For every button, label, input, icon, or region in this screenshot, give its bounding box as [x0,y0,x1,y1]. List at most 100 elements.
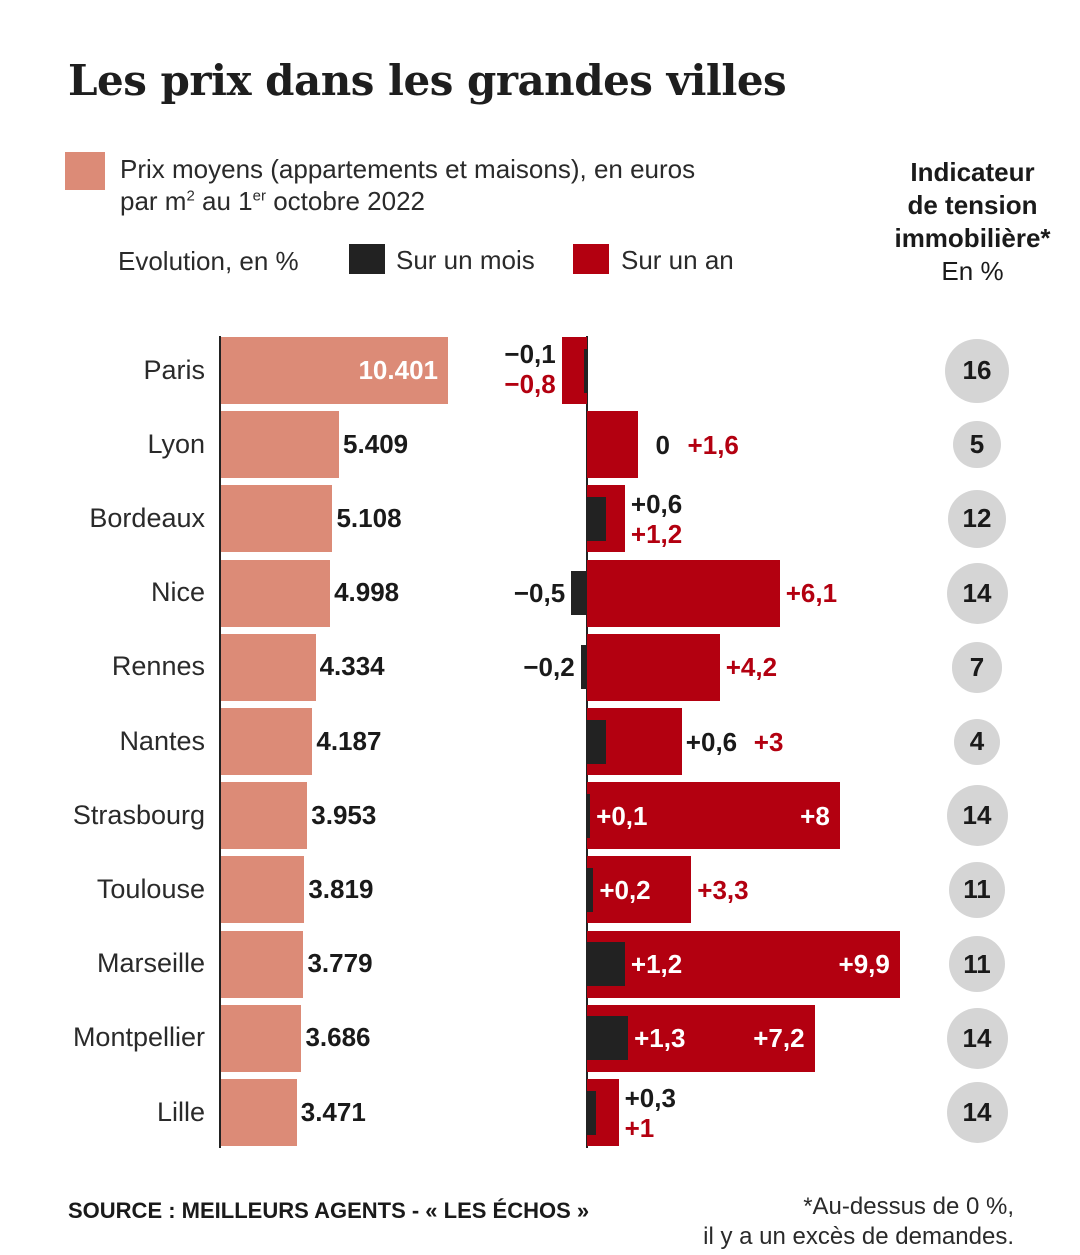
year-bar-toulouse [587,856,692,924]
chart-area: Paris 10.401 −0,1 −0,8 16 Lyon 5.409 0 +1,6 5 Bord… [72,336,1009,1148]
tension-circle-bordeaux: 12 [948,489,1006,548]
month-bar-strasbourg [587,793,591,838]
price-bar-montpellier [221,1004,302,1072]
city-label-montpellier: Montpellier [72,1022,205,1053]
price-axis-line [219,336,221,1148]
evolution-legend-label: Evolution, en % [118,246,299,276]
city-label-rennes: Rennes [111,651,205,682]
year-label-lille: +1 [624,1112,655,1143]
tension-circle-montpellier: 14 [946,1007,1008,1069]
month-label-bordeaux: +0,6 [630,488,683,519]
indicator-title-line2: de tension [907,190,1038,220]
price-bar-nice [221,559,331,627]
indicator-title-line1: Indicateur [910,157,1035,187]
price-label-nice: 4.998 [334,577,400,608]
price-label-nantes: 4.187 [316,725,382,756]
city-label-paris: Paris [143,354,205,385]
city-label-nice: Nice [150,577,205,608]
tension-circle-lyon: 5 [953,420,1001,469]
month-bar-nice [571,571,587,616]
year-label-strasbourg: +8 [800,800,830,831]
price-label-lille: 3.471 [300,1096,366,1127]
month-label-nice: −0,5 [513,578,566,609]
month-legend-swatch [349,244,385,274]
price-label-lyon: 5.409 [343,428,409,459]
price-label-bordeaux: 5.108 [336,502,402,533]
tension-circle-nantes: 4 [954,718,1000,765]
chart-title: Les prix dans les grandes villes [68,56,787,105]
month-label-paris: −0,1 [504,338,556,369]
month-label-marseille: +1,2 [630,949,683,980]
year-bar-strasbourg [587,782,840,850]
month-bar-rennes [580,645,587,690]
year-label-lyon: +1,6 [687,429,739,460]
month-bar-montpellier [587,1016,629,1061]
price-bar-marseille [221,930,304,998]
month-bar-toulouse [587,867,594,912]
price-label-paris: 10.401 [358,354,438,385]
month-label-strasbourg: +0,1 [596,800,648,831]
year-label-rennes: +4,2 [725,652,778,683]
price-bar-rennes [221,633,316,701]
year-bar-paris [561,337,587,404]
price-bar-toulouse [221,856,305,924]
price-legend-line1: Prix moyens (appartements et maisons), e… [120,154,696,184]
city-label-toulouse: Toulouse [96,873,205,904]
year-legend-swatch [573,244,609,274]
year-label-paris: −0,8 [504,368,556,399]
price-legend-swatch [65,152,105,190]
city-label-lille: Lille [156,1096,205,1127]
city-label-strasbourg: Strasbourg [72,799,205,830]
price-label-strasbourg: 3.953 [311,799,377,830]
month-label-rennes: −0,2 [523,652,575,683]
indicator-title-line3: immobilière* [894,223,1051,253]
footnote: *Au-dessus de 0 %, il y a un excès de de… [703,1192,1014,1252]
footnote-line2: il y a un excès de demandes. [703,1223,1014,1250]
year-bar-marseille [587,930,900,998]
month-label-lille: +0,3 [624,1082,676,1113]
year-label-bordeaux: +1,2 [630,518,683,549]
year-bar-lyon [587,411,638,479]
year-label-montpellier: +7,2 [753,1023,805,1054]
city-label-lyon: Lyon [147,428,205,459]
tension-circle-rennes: 7 [951,642,1003,693]
price-label-rennes: 4.334 [319,651,385,682]
indicator-header: Indicateur de tension immobilière* En % [870,156,1075,288]
price-bar-strasbourg [221,782,308,850]
city-label-bordeaux: Bordeaux [89,502,205,533]
month-bar-paris [583,348,587,393]
price-label-toulouse: 3.819 [308,873,374,904]
tension-circle-strasbourg: 14 [946,785,1008,847]
city-label-marseille: Marseille [96,948,205,979]
month-legend-label: Sur un mois [396,245,535,275]
year-bar-nice [587,559,780,627]
year-label-marseille: +9,9 [838,949,890,980]
year-label-nantes: +3 [753,726,784,757]
month-bar-bordeaux [587,496,606,541]
month-label-montpellier: +1,3 [634,1023,686,1054]
tension-circle-paris: 16 [945,338,1009,403]
indicator-unit: En % [941,256,1004,286]
price-bar-paris [221,337,448,404]
price-bar-bordeaux [221,485,333,553]
price-label-montpellier: 3.686 [305,1022,371,1053]
price-bar-nantes [221,708,313,775]
month-label-lyon: 0 [655,429,671,460]
tension-circle-lille: 14 [946,1082,1008,1143]
month-bar-marseille [587,942,625,987]
tension-circle-nice: 14 [946,562,1008,624]
price-legend-line2: par m2 au 1er octobre 2022 [120,186,425,216]
month-label-nantes: +0,6 [685,726,738,757]
tension-circle-marseille: 11 [948,935,1006,993]
year-bar-rennes [587,633,720,701]
source-text: SOURCE : MEILLEURS AGENTS - « LES ÉCHOS … [68,1198,590,1223]
year-legend-label: Sur un an [621,245,734,275]
tension-circle-toulouse: 11 [948,861,1006,919]
city-label-nantes: Nantes [119,725,205,756]
price-bar-lille [221,1079,297,1146]
month-label-toulouse: +0,2 [599,874,651,905]
month-bar-nantes [587,719,606,764]
footnote-line1: *Au-dessus de 0 %, [803,1193,1014,1220]
year-label-nice: +6,1 [785,578,838,609]
price-label-marseille: 3.779 [307,948,373,979]
